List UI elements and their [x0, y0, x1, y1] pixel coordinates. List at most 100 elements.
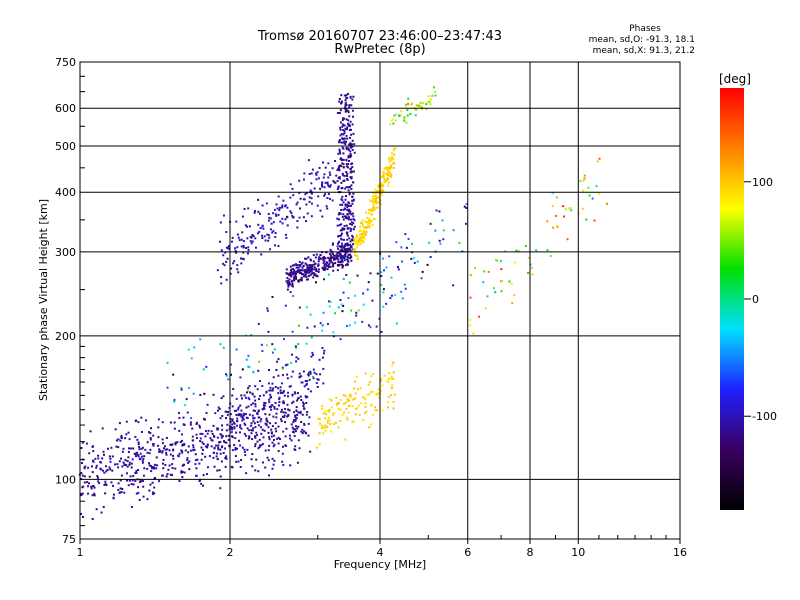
data-point: [348, 281, 351, 284]
data-point: [326, 322, 329, 325]
data-point: [313, 371, 316, 374]
data-point: [302, 216, 305, 219]
data-point: [429, 256, 432, 259]
data-point: [347, 111, 350, 114]
data-point: [351, 148, 354, 151]
data-point: [152, 443, 155, 446]
data-point: [120, 436, 123, 439]
data-point: [214, 412, 217, 415]
data-point: [339, 203, 342, 206]
data-point: [264, 422, 267, 425]
data-point: [380, 192, 383, 195]
data-point: [292, 268, 295, 271]
data-point: [206, 466, 209, 469]
data-point: [527, 271, 530, 274]
data-point: [300, 278, 303, 281]
data-point: [340, 100, 343, 103]
data-point: [141, 459, 144, 462]
data-point: [258, 395, 261, 398]
data-point: [337, 186, 340, 189]
data-point: [127, 484, 130, 487]
data-point: [150, 470, 153, 473]
data-point: [291, 394, 294, 397]
data-point: [268, 401, 271, 404]
data-point: [219, 240, 222, 243]
data-point: [385, 172, 388, 175]
data-point: [344, 99, 347, 102]
data-point: [338, 140, 341, 143]
data-point: [305, 275, 308, 278]
data-point: [324, 166, 327, 169]
data-point: [343, 129, 346, 132]
data-point: [132, 447, 135, 450]
data-point: [304, 262, 307, 265]
data-point: [309, 390, 312, 393]
data-point: [392, 157, 395, 160]
data-point: [351, 109, 354, 112]
data-point: [293, 448, 296, 451]
data-point: [356, 239, 359, 242]
data-point: [281, 222, 284, 225]
data-point: [375, 202, 378, 205]
data-point: [267, 382, 270, 385]
data-point: [158, 480, 161, 483]
data-point: [568, 207, 571, 210]
data-point: [277, 404, 280, 407]
data-point: [154, 476, 157, 479]
data-point: [296, 201, 299, 204]
data-point: [180, 470, 183, 473]
data-point: [178, 452, 181, 455]
data-point: [231, 427, 234, 430]
data-point: [114, 428, 117, 431]
data-point: [383, 181, 386, 184]
data-point: [201, 432, 204, 435]
data-point: [289, 269, 292, 272]
data-point: [298, 260, 301, 263]
data-point: [279, 392, 282, 395]
data-point: [90, 465, 93, 468]
data-point: [355, 314, 358, 317]
data-point: [204, 445, 207, 448]
data-point: [153, 492, 156, 495]
data-point: [337, 255, 340, 258]
data-point: [92, 460, 95, 463]
data-point: [256, 232, 259, 235]
data-point: [421, 270, 424, 273]
data-point: [194, 459, 197, 462]
data-point: [345, 224, 348, 227]
data-point: [293, 269, 296, 272]
data-point: [394, 119, 397, 122]
data-point: [254, 409, 257, 412]
data-point: [353, 387, 356, 390]
data-point: [105, 470, 108, 473]
data-point: [309, 189, 312, 192]
data-point: [230, 373, 233, 376]
data-point: [400, 290, 403, 293]
data-point: [130, 447, 133, 450]
data-point: [290, 423, 293, 426]
data-point: [328, 259, 331, 262]
data-point: [339, 126, 342, 129]
data-point: [361, 219, 364, 222]
data-point: [342, 141, 345, 144]
data-point: [265, 391, 268, 394]
data-point: [328, 171, 331, 174]
data-point: [339, 260, 342, 263]
data-point: [345, 163, 348, 166]
data-point: [269, 389, 272, 392]
data-point: [347, 243, 350, 246]
data-point: [334, 421, 337, 424]
data-point: [283, 338, 286, 341]
data-point: [338, 141, 341, 144]
data-point: [284, 421, 287, 424]
data-point: [319, 373, 322, 376]
data-point: [95, 466, 98, 469]
data-point: [254, 402, 257, 405]
data-point: [370, 404, 373, 407]
data-point: [188, 468, 191, 471]
data-point: [306, 212, 309, 215]
data-point: [384, 166, 387, 169]
data-point: [344, 143, 347, 146]
data-point: [341, 195, 344, 198]
data-point: [88, 475, 91, 478]
